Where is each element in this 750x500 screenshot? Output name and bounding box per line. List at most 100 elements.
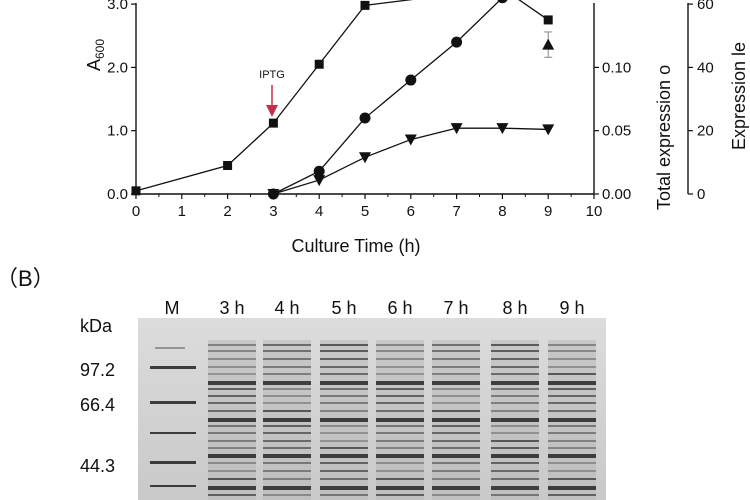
x-tick-label: 7 (452, 203, 460, 220)
gel-band (432, 373, 480, 375)
chart-axes (135, 3, 689, 195)
gel-band (208, 470, 256, 472)
data-point-triangle-down (267, 189, 280, 200)
gel-band (263, 432, 311, 434)
gel-band (491, 418, 539, 422)
gel-band (263, 425, 311, 427)
gel-band (263, 402, 311, 404)
gel-band (432, 486, 480, 490)
gel-band (491, 454, 539, 458)
x-tick-label: 4 (315, 203, 323, 220)
gel-band (548, 366, 596, 368)
gel-band (376, 425, 424, 427)
gel-band (491, 344, 539, 346)
x-tick-label: 5 (361, 203, 369, 220)
gel-band (376, 486, 424, 490)
gel-band (432, 454, 480, 458)
data-point-square (268, 118, 278, 128)
marker-band (150, 432, 196, 434)
x-tick-label: 9 (544, 203, 552, 220)
gel-band (263, 373, 311, 375)
gel-band (320, 358, 368, 360)
data-point-triangle-up (542, 38, 555, 50)
data-point-triangle-down (313, 175, 326, 187)
data-point-triangle-down (359, 152, 371, 164)
data-point-circle (313, 165, 325, 177)
gel-band (432, 494, 480, 496)
x-tick-label: 10 (586, 203, 603, 220)
y-left-tick-label: 1.0 (107, 123, 128, 140)
gel-band (376, 462, 424, 464)
gel-band (263, 440, 311, 442)
gel-band (548, 388, 596, 390)
gel-band (491, 410, 539, 412)
lane-label: 7 h (443, 298, 468, 318)
marker-band (155, 347, 185, 349)
gel-band (208, 388, 256, 390)
gel-band (548, 486, 596, 490)
data-point-circle (451, 36, 463, 48)
y-axis-right-1-title: Total expression o (654, 65, 674, 210)
gel-band (263, 395, 311, 397)
gel-band (320, 373, 368, 375)
gel-band (376, 402, 424, 404)
gel-band (432, 410, 480, 412)
gel-band (548, 470, 596, 472)
gel-band (432, 358, 480, 360)
gel-band (263, 418, 311, 422)
gel-band (432, 402, 480, 404)
x-tick-label: 1 (178, 203, 186, 220)
gel-band (432, 470, 480, 472)
gel-band (320, 366, 368, 368)
gel-band (548, 440, 596, 442)
gel-band (320, 432, 368, 434)
gel-band (208, 410, 256, 412)
gel-band (376, 454, 424, 458)
gel-band (548, 425, 596, 427)
lane-label: 6 h (387, 298, 412, 318)
lane-label: 8 h (502, 298, 527, 318)
data-point-square (223, 161, 233, 171)
series-square-line (135, 0, 549, 192)
gel-band (320, 478, 368, 480)
data-point-square (314, 59, 324, 69)
y-right-2-tick-label: 60 (697, 0, 714, 13)
gel-band (320, 381, 368, 385)
gel-band (491, 350, 539, 352)
marker-band (150, 461, 196, 464)
gel-band (263, 494, 311, 496)
gel-band (432, 388, 480, 390)
gel-band (432, 425, 480, 427)
panel-a-chart: 0 1 2 3 4 5 6 7 8 9 10 0.0 1.0 2.0 3.0 0.00 0.05 0.10 0 20 4… (84, 0, 749, 256)
gel-band (263, 388, 311, 390)
x-tick-label: 6 (407, 203, 415, 220)
gel-band (263, 358, 311, 360)
gel-band (263, 366, 311, 368)
gel-band (320, 418, 368, 422)
gel-band (432, 418, 480, 422)
iptg-annotation: IPTG (259, 69, 285, 81)
gel-band (376, 410, 424, 412)
gel-band (376, 381, 424, 385)
gel-band (548, 381, 596, 385)
gel-band (320, 395, 368, 397)
gel-band (208, 447, 256, 449)
kda-unit: kDa (80, 316, 113, 336)
gel-band (376, 373, 424, 375)
gel-band (491, 494, 539, 496)
gel-band (432, 440, 480, 442)
gel-band (376, 478, 424, 480)
gel-band (376, 494, 424, 496)
gel-band (376, 366, 424, 368)
gel-band (432, 381, 480, 385)
marker-band (150, 366, 196, 369)
gel-band (376, 447, 424, 449)
lane-label: M (165, 298, 180, 318)
gel-band (208, 358, 256, 360)
gel-lanes (150, 340, 596, 500)
data-point-triangle-down (496, 123, 509, 135)
gel-band (208, 486, 256, 490)
gel-band (208, 425, 256, 427)
gel-band (432, 478, 480, 480)
